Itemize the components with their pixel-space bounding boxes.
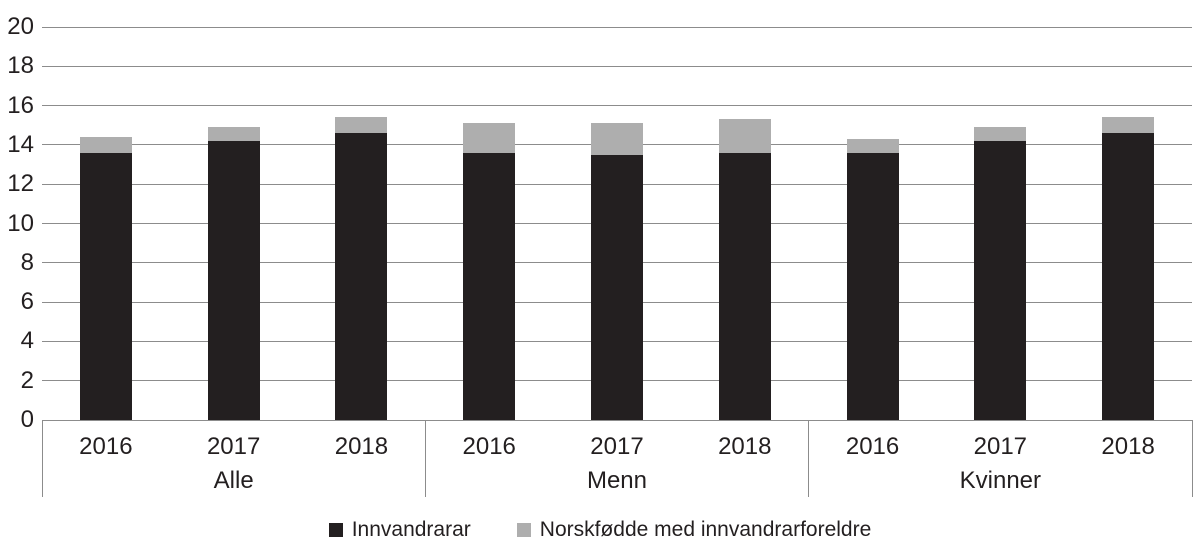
bar-segment-norskfodde bbox=[207, 127, 260, 141]
y-axis-tick-label: 14 bbox=[7, 130, 34, 158]
y-axis-tick-label: 8 bbox=[20, 248, 34, 276]
y-axis-tick-label: 16 bbox=[7, 91, 34, 119]
x-axis-group-label: Alle bbox=[213, 467, 254, 494]
bar-segment-innvandrarar bbox=[335, 133, 388, 420]
bar-segment-innvandrarar bbox=[591, 154, 643, 420]
bar-segment-innvandrarar bbox=[79, 152, 132, 420]
x-axis-year-label: 2017 bbox=[590, 433, 644, 460]
bar-segment-norskfodde bbox=[591, 123, 643, 155]
bar-segment-norskfodde bbox=[718, 119, 771, 153]
y-axis-tick-label: 2 bbox=[20, 366, 34, 394]
y-axis-tick-label: 4 bbox=[20, 327, 34, 355]
bar-segment-norskfodde bbox=[79, 137, 132, 153]
bar-segment-innvandrarar bbox=[846, 152, 899, 420]
bar-segment-innvandrarar bbox=[1102, 133, 1155, 420]
gridline bbox=[42, 26, 1192, 28]
bar-segment-norskfodde bbox=[974, 127, 1027, 141]
bar-segment-norskfodde bbox=[335, 117, 388, 134]
legend-label-norskfodde: Norskfødde med innvandrarforeldre bbox=[539, 518, 872, 541]
y-axis-tick-label: 0 bbox=[20, 406, 34, 433]
category-axis-separator bbox=[41, 420, 43, 497]
bar-segment-innvandrarar bbox=[974, 140, 1027, 420]
bar-segment-innvandrarar bbox=[463, 152, 516, 420]
legend-swatch-gray-icon bbox=[516, 523, 531, 537]
legend-label-innvandrarar: Innvandrarar bbox=[351, 518, 471, 541]
legend: Innvandrarar Norskfødde med innvandrarfo… bbox=[0, 518, 1200, 542]
x-axis-group-label: Kvinner bbox=[959, 467, 1042, 494]
x-axis-year-label: 2018 bbox=[1101, 433, 1155, 460]
legend-item-innvandrarar: Innvandrarar bbox=[328, 518, 471, 542]
x-axis-year-label: 2017 bbox=[206, 433, 261, 460]
x-axis-group-label: Menn bbox=[586, 467, 648, 494]
bar-segment-innvandrarar bbox=[207, 140, 260, 420]
bar-segment-innvandrarar bbox=[718, 152, 771, 420]
y-axis-tick-label: 10 bbox=[7, 209, 34, 237]
x-axis-year-label: 2016 bbox=[845, 433, 900, 460]
y-axis-tick-label: 12 bbox=[7, 170, 34, 198]
gridline bbox=[42, 105, 1192, 107]
x-axis-year-label: 2016 bbox=[462, 433, 516, 460]
x-axis-year-label: 2016 bbox=[79, 433, 133, 460]
legend-item-norskfodde: Norskfødde med innvandrarforeldre bbox=[516, 518, 872, 542]
x-axis-year-label: 2017 bbox=[973, 433, 1028, 460]
gridline bbox=[42, 65, 1192, 67]
y-axis-tick-label: 20 bbox=[7, 13, 34, 40]
x-axis-year-label: 2018 bbox=[718, 433, 772, 460]
gridline bbox=[42, 419, 1192, 421]
legend-swatch-dark-icon bbox=[328, 523, 343, 537]
bar-segment-norskfodde bbox=[1102, 117, 1155, 134]
bar-segment-norskfodde bbox=[463, 123, 516, 153]
category-axis-separator bbox=[424, 420, 426, 497]
y-axis-tick-label: 6 bbox=[20, 288, 34, 316]
category-axis-separator bbox=[1191, 420, 1193, 497]
bar-segment-norskfodde bbox=[846, 139, 899, 153]
y-axis-tick-label: 18 bbox=[7, 52, 34, 80]
category-axis-separator bbox=[808, 420, 810, 497]
x-axis-year-label: 2018 bbox=[334, 433, 389, 460]
